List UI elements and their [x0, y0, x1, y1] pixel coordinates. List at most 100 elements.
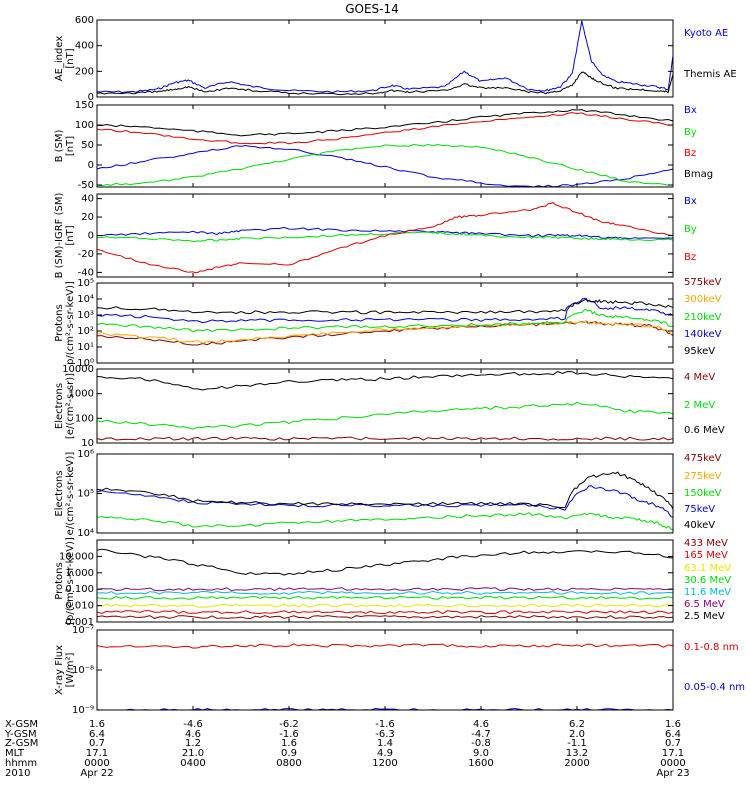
legend-by: By [684, 224, 697, 235]
y-tick-label: 10.000 [59, 551, 94, 562]
ephemeris-value: -6.2 [279, 719, 299, 730]
series-line-165-mev [96, 610, 674, 615]
legend-bz: Bz [684, 252, 696, 263]
series-line-575kev [96, 320, 674, 346]
panel-bigrf: -40 -20 0 20 40 B (SM)-IGRF (SM) [nT] Bx By Bz [54, 193, 697, 279]
ephemeris-value: 1.2 [185, 738, 201, 749]
series-line-30-6-mev [96, 595, 674, 600]
legend-75kev: 75keV [684, 504, 715, 515]
y-tick-label: 10⁶ [77, 449, 94, 460]
series-line-bx [96, 144, 674, 188]
panel-electrons-kev: 10⁴ 10⁵ 10⁶ Electrons e/(cm²-s-sr-keV)] 475ke… [54, 449, 722, 539]
legend-4-mev: 4 MeV [684, 372, 715, 383]
ephemeris-value: 0.9 [281, 748, 297, 759]
ephemeris-value: -4.7 [471, 729, 491, 740]
legend-2-5-mev: 2.5 MeV [684, 611, 725, 622]
y-axis-label: Protons [54, 562, 65, 599]
ephemeris-row-label: Z-GSM [5, 738, 38, 749]
series-line-300kev [96, 320, 674, 344]
ephemeris-value: 21.0 [182, 748, 204, 759]
legend-140kev: 140keV [684, 329, 722, 340]
ephemeris-value: 0.7 [89, 738, 105, 749]
y-tick-label: 10⁵ [77, 278, 94, 289]
legend-0-1-0-8-nm: 0.1-0.8 nm [684, 642, 739, 653]
y-tick-label: 40 [81, 194, 94, 205]
y-tick-label: 20 [81, 212, 94, 223]
legend-300kev: 300keV [684, 294, 722, 305]
series-line-themis-ae [96, 71, 674, 96]
ephemeris-row-label: hhmm [5, 758, 37, 769]
ephemeris-value: -0.8 [471, 738, 491, 749]
series-line-2-mev [96, 401, 674, 430]
ephemeris-value: 4.9 [377, 748, 393, 759]
series-line-bz [96, 112, 674, 145]
y-tick-label: 10⁴ [77, 294, 94, 305]
y-tick-label: 0 [88, 92, 94, 103]
series-line-0-1-0-8-nm [96, 643, 674, 649]
ephemeris-value: 6.4 [89, 729, 105, 740]
ephemeris-value: 9.0 [473, 748, 489, 759]
panel-bsm: -50 0 50 100 150 B (SM) [nT] Bx By Bz Bmag [54, 100, 713, 191]
y-tick-label: 10⁻⁷ [72, 625, 94, 636]
legend-6-5-mev: 6.5 MeV [684, 599, 725, 610]
panel-electrons-mev: 10 100 1000 10000 Electrons [e/(cm²-s-sr)] 4 M… [54, 364, 725, 449]
y-axis-label: Electrons [54, 470, 65, 516]
ephemeris-value: 0.7 [665, 738, 681, 749]
y-tick-label: 200 [75, 66, 94, 77]
y-axis-label: [nT] [65, 136, 76, 156]
y-tick-label: -50 [78, 180, 94, 191]
series-line-75kev [96, 485, 674, 518]
y-axis-label: p/(cm²-s-sr-keV)] [65, 281, 76, 365]
ephemeris-value: 0000 [660, 758, 685, 769]
legend-210kev: 210keV [684, 312, 722, 323]
legend-475kev: 475keV [684, 453, 722, 464]
legend-275kev: 275keV [684, 471, 722, 482]
ephemeris-value: -1.6 [279, 729, 299, 740]
ephemeris-value: 2000 [564, 758, 589, 769]
panel-xray: 10⁻⁹ 10⁻⁸ 10⁻⁷ X-ray Flux [W/m²] 0.1-0.8 nm 0.… [54, 625, 745, 716]
y-tick-label: 0.010 [65, 601, 94, 612]
plot-title: GOES-14 [345, 2, 399, 16]
y-tick-label: 400 [75, 41, 94, 52]
series-line-bmag [96, 109, 674, 137]
y-tick-label: 100 [75, 413, 94, 424]
y-tick-label: 0.100 [65, 584, 94, 595]
ephemeris-row-label: X-GSM [5, 719, 38, 730]
ephemeris-value: Apr 22 [80, 768, 113, 779]
y-axis-label: Protons [54, 304, 65, 341]
ephemeris-value: -6.3 [375, 729, 395, 740]
y-tick-label: 10² [77, 326, 94, 337]
series-line-kyoto-ae [96, 20, 674, 94]
y-tick-label: 50 [81, 140, 94, 151]
ephemeris-value: 1200 [372, 758, 397, 769]
series-line-bx [96, 226, 674, 240]
y-axis-label: e/(cm²-s-sr-keV)] [65, 452, 76, 536]
series-line-0-6-mev [96, 370, 674, 391]
legend-433-mev: 433 MeV [684, 538, 728, 549]
legend-575kev: 575keV [684, 277, 722, 288]
panel-protons-kev: 10⁰ 10¹ 10² 10³ 10⁴ 10⁵ Protons p/(cm²-s-sr-keV… [54, 277, 722, 369]
legend-bx: Bx [684, 196, 697, 207]
panel-frame [96, 368, 674, 444]
y-axis-label: Electrons [54, 383, 65, 429]
ephemeris-table: X-GSMY-GSMZ-GSMMLThhmm20101.66.40.717.10… [4, 719, 690, 779]
y-axis-label: [e/(cm²-s-sr)] [65, 373, 76, 439]
series-line-11-6-mev [96, 590, 674, 595]
panel-frame [96, 104, 674, 188]
y-axis-label: [nT] [65, 48, 76, 68]
ephemeris-value: 17.1 [86, 748, 108, 759]
legend-30-6-mev: 30.6 MeV [684, 575, 731, 586]
y-axis-label: X-ray Flux [54, 645, 65, 695]
ephemeris-value: Apr 23 [656, 768, 689, 779]
legend-bz: Bz [684, 148, 696, 159]
legend-2-mev: 2 MeV [684, 400, 715, 411]
ephemeris-value: 17.1 [662, 748, 684, 759]
series-line-210kev [96, 308, 674, 333]
series-line-bz [96, 201, 674, 274]
legend-165-mev: 165 MeV [684, 550, 728, 561]
ephemeris-value: 0400 [180, 758, 205, 769]
ephemeris-value: 0000 [84, 758, 109, 769]
